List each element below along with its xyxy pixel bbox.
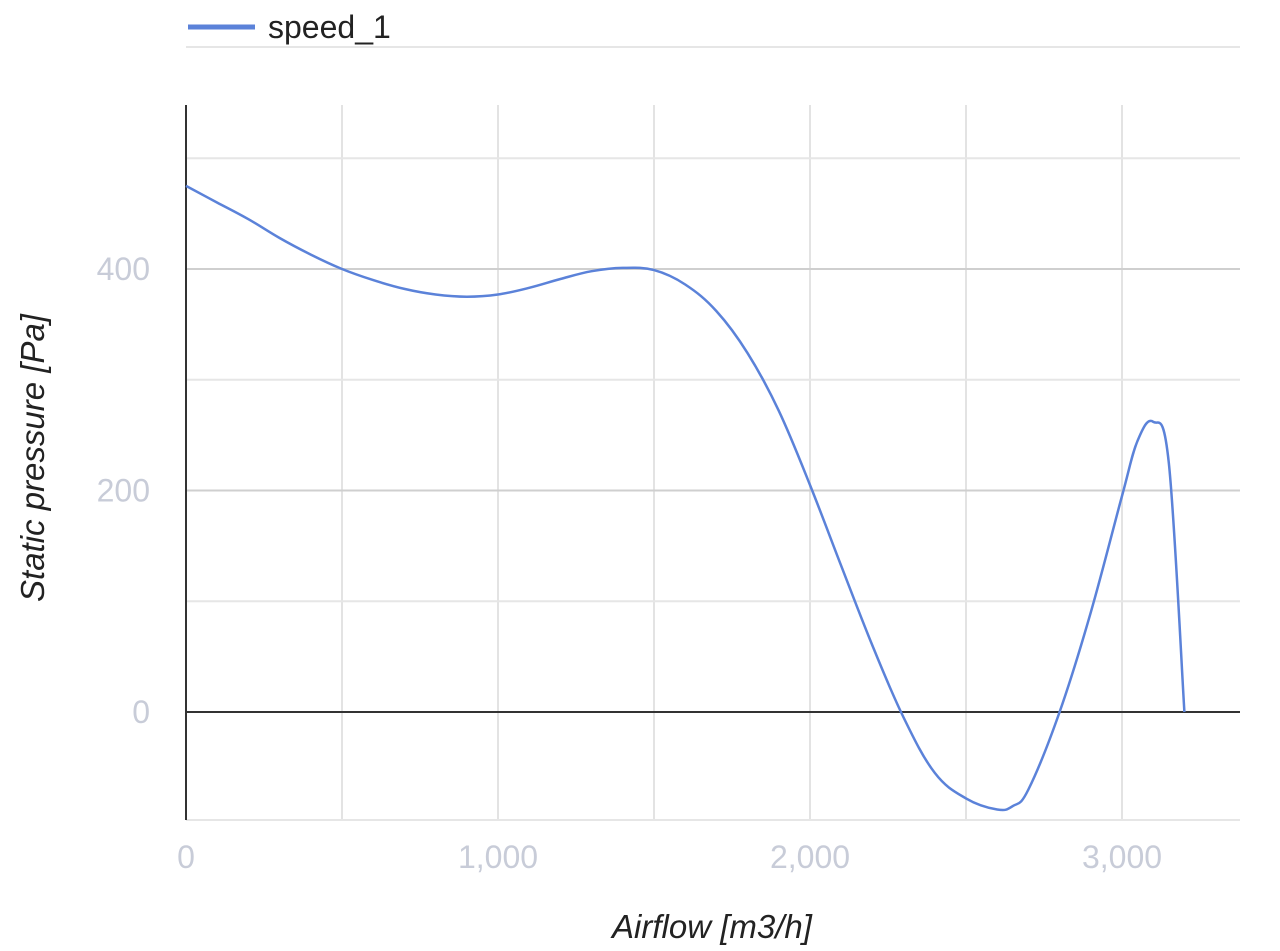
x-tick-label: 3,000 [1082, 839, 1162, 875]
legend: speed_1 [188, 9, 391, 45]
legend-label: speed_1 [268, 9, 391, 45]
x-tick-label: 0 [177, 839, 195, 875]
x-tick-labels: 0 1,000 2,000 3,000 [177, 839, 1162, 875]
x-tick-label: 1,000 [458, 839, 538, 875]
y-tick-labels: 0 200 400 [97, 251, 150, 730]
x-tick-label: 2,000 [770, 839, 850, 875]
x-axis-title: Airflow [m3/h] [610, 908, 813, 945]
series-line-speed_1 [185, 184, 1186, 812]
y-axis-title: Static pressure [Pa] [14, 313, 51, 602]
grid [186, 105, 1240, 821]
y-tick-label: 400 [97, 251, 150, 287]
axes [185, 105, 1240, 820]
y-tick-label: 200 [97, 473, 150, 509]
series-layer [185, 184, 1186, 812]
y-tick-label: 0 [132, 694, 150, 730]
